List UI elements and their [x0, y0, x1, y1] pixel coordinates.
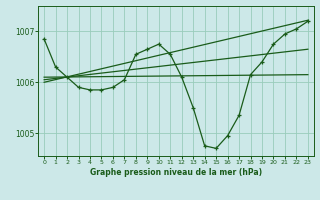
- X-axis label: Graphe pression niveau de la mer (hPa): Graphe pression niveau de la mer (hPa): [90, 168, 262, 177]
